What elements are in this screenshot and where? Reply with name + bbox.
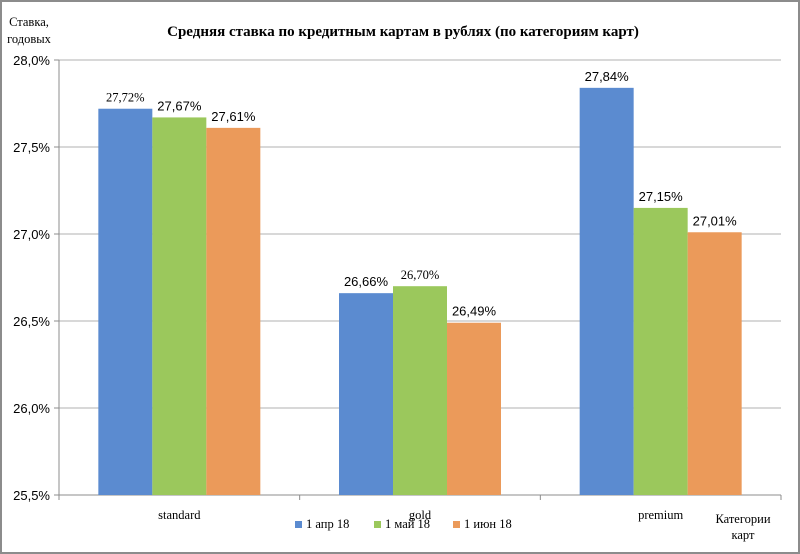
chart-text: 25,5% 26,0% 26,5% 27,0% 27,5% 28,0% standard go… — [7, 15, 771, 542]
category-label-gold: gold — [409, 508, 432, 522]
y-tick-label: 27,0% — [13, 227, 50, 242]
data-label: 26,66% — [344, 274, 389, 289]
bar — [687, 232, 742, 495]
legend-swatch — [295, 521, 302, 528]
data-label: 27,84% — [585, 69, 630, 84]
bar — [206, 127, 261, 496]
bar — [393, 286, 447, 495]
legend-label: 1 май 18 — [385, 517, 430, 531]
y-tick-label: 27,5% — [13, 140, 50, 155]
legend-label: 1 июн 18 — [464, 517, 512, 531]
bar — [447, 322, 501, 495]
legend: 1 апр 18 1 май 18 1 июн 18 — [295, 517, 512, 531]
legend-swatch — [374, 521, 381, 528]
y-axis-label: годовых — [7, 32, 52, 46]
category-label-standard: standard — [158, 508, 201, 522]
bar — [339, 293, 393, 495]
bar — [152, 117, 207, 496]
data-label: 26,49% — [452, 304, 497, 319]
bar — [633, 207, 688, 495]
x-axis-label: карт — [732, 528, 756, 542]
data-label: 27,72% — [106, 91, 145, 105]
y-tick-label: 26,0% — [13, 401, 50, 416]
legend-label: 1 апр 18 — [306, 517, 349, 531]
data-label: 27,01% — [693, 213, 738, 228]
bar — [98, 108, 153, 495]
category-label-premium: premium — [638, 508, 683, 522]
x-axis-label: Категории — [715, 512, 770, 526]
y-tick-label: 25,5% — [13, 488, 50, 503]
data-label: 27,61% — [211, 109, 256, 124]
data-labels: 27,72% 27,67% 27,61% 26,66% 26,70% 26,49% 27,8… — [106, 69, 737, 319]
y-axis-label: Ставка, — [9, 15, 49, 29]
legend-swatch — [453, 521, 460, 528]
chart-title: Средняя ставка по кредитным картам в руб… — [167, 24, 639, 40]
y-tick-label: 26,5% — [13, 314, 50, 329]
data-label: 26,70% — [401, 268, 440, 282]
bar — [579, 87, 634, 495]
y-tick-label: 28,0% — [13, 53, 50, 68]
bars — [98, 87, 742, 496]
data-label: 27,15% — [639, 189, 684, 204]
data-label: 27,67% — [157, 98, 202, 113]
